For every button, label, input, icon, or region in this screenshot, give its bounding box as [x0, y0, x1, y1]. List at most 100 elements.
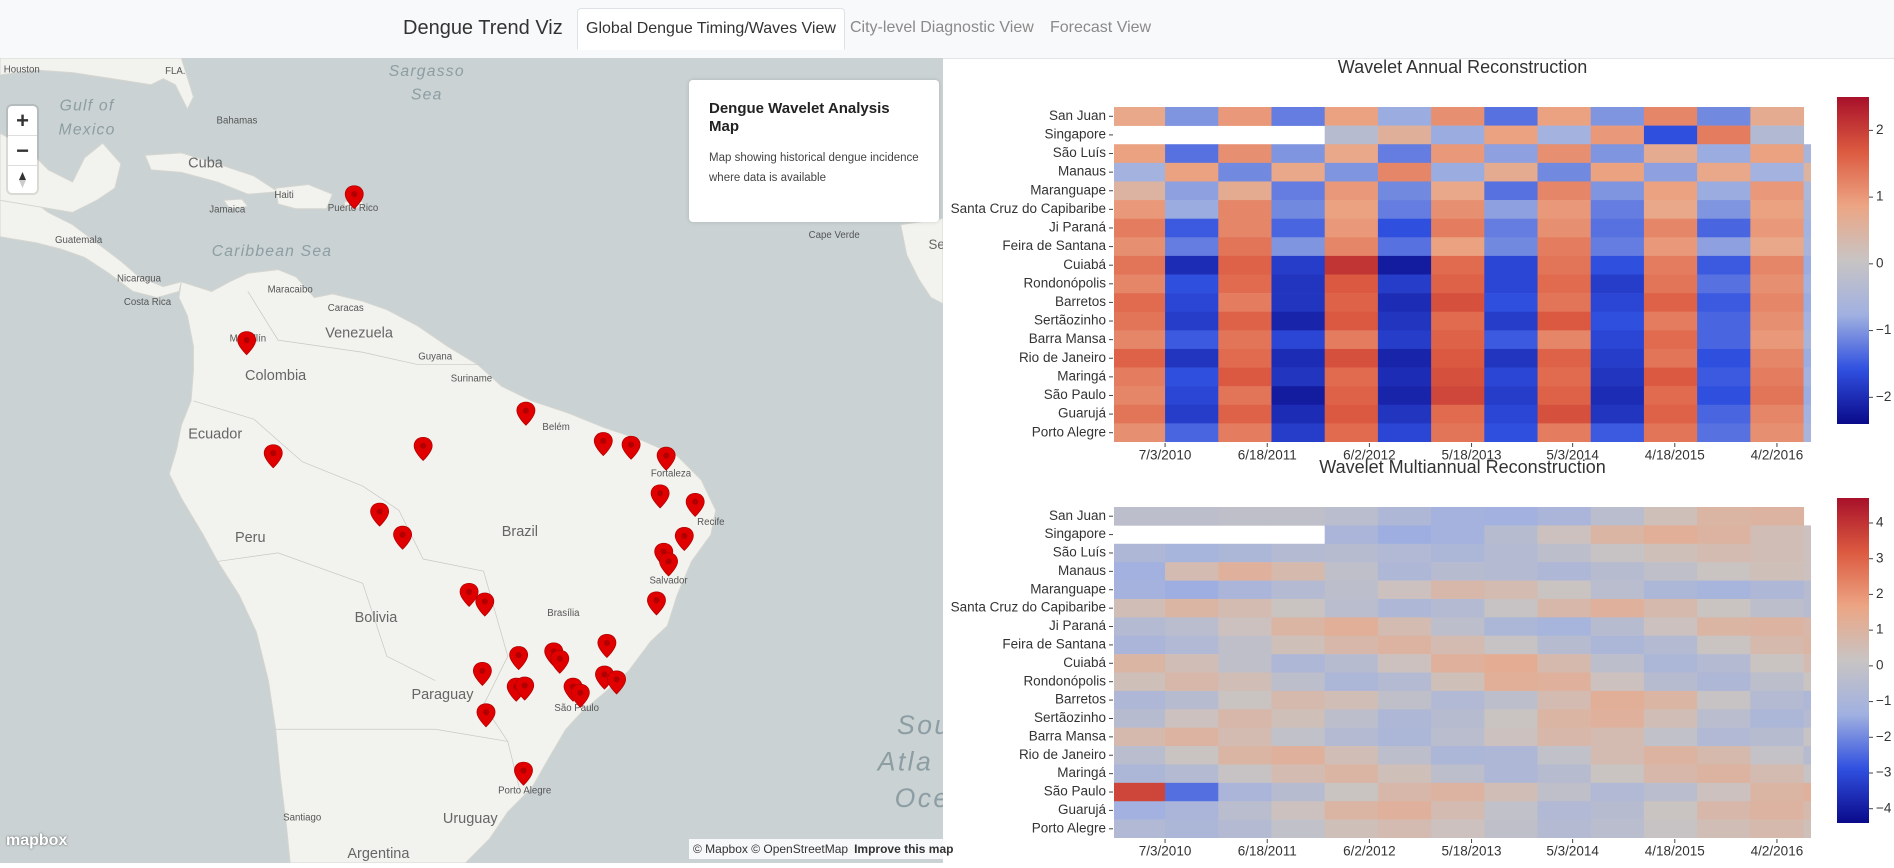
heatmap-cell	[1114, 330, 1166, 350]
improve-link[interactable]: Improve this map	[854, 842, 954, 856]
mapbox-logo[interactable]: mapbox	[6, 832, 68, 849]
heatmap-cell	[1271, 709, 1326, 728]
heatmap-cell	[1114, 709, 1166, 728]
compass[interactable]	[8, 166, 37, 194]
heatmap-cell	[1324, 274, 1379, 294]
heatmap-cell	[1484, 404, 1539, 424]
heatmap-cell	[1114, 218, 1166, 238]
heatmap-cell	[1271, 200, 1326, 219]
colorbar-tick-label: −1	[1876, 322, 1891, 337]
heatmap-cell	[1697, 311, 1751, 331]
place-label: Mexico	[59, 122, 116, 139]
y-tick-label: Ji Paraná	[1049, 618, 1107, 633]
heatmap-cell	[1431, 672, 1485, 692]
heatmap-cell	[1484, 330, 1539, 350]
x-tick-label: 4/18/2015	[1645, 844, 1705, 859]
heatmap-cell	[1590, 311, 1645, 331]
attribution-text[interactable]: © Mapbox © OpenStreetMap	[693, 842, 849, 856]
heatmap-cell	[1218, 367, 1272, 387]
heatmap-cell	[1590, 672, 1645, 692]
heatmap-cell	[1324, 200, 1379, 219]
heatmap-cell	[1114, 690, 1166, 710]
heatmap-cell	[1218, 311, 1272, 331]
heatmap-cell	[1114, 293, 1166, 313]
place-label: Belém	[542, 422, 569, 433]
heatmap-cell	[1643, 311, 1698, 331]
heatmap-cell	[1114, 255, 1166, 275]
heatmap-cell	[1271, 311, 1326, 331]
heatmap-cell	[1165, 562, 1219, 581]
heatmap-cell	[1750, 423, 1805, 442]
place-label: Atla	[876, 747, 933, 777]
y-tick-label: Maringá	[1057, 765, 1106, 780]
heatmap-cell	[1643, 654, 1698, 673]
place-label: Cuba	[188, 155, 224, 171]
map[interactable]: Houston FLA. Gulf of Mexico Sargasso Sea…	[0, 58, 943, 863]
heatmap-cell	[1271, 367, 1326, 387]
heatmap-cell	[1643, 525, 1698, 545]
heatmap-cell	[1484, 764, 1539, 784]
x-tick-label: 4/18/2015	[1645, 448, 1705, 463]
heatmap-cell	[1165, 801, 1219, 820]
heatmap-cell	[1431, 525, 1485, 545]
heatmap-cell	[1590, 125, 1645, 145]
y-tick-label: Santa Cruz do Capibaribe	[951, 600, 1106, 615]
heatmap-cell	[1697, 727, 1751, 747]
heatmap-cell	[1697, 617, 1751, 637]
heatmap-cell	[1484, 746, 1539, 765]
heatmap-cell	[1643, 727, 1698, 747]
heatmap-cell	[1643, 598, 1698, 618]
heatmap-cell	[1590, 654, 1645, 673]
colorbar-tick-label: 4	[1876, 515, 1884, 530]
heatmap-cell	[1218, 386, 1272, 406]
colorbar-tick-label: 1	[1876, 622, 1884, 637]
tab[interactable]: City-level Diagnostic View	[850, 19, 1034, 36]
heatmap-cell	[1218, 107, 1272, 126]
heatmap-cell	[1114, 348, 1166, 368]
heatmap-cell	[1218, 181, 1272, 201]
y-tick-label: Maringá	[1057, 368, 1106, 383]
heatmap-cell	[1697, 525, 1751, 545]
heatmap-cell	[1750, 543, 1805, 563]
zoom-out[interactable]: −	[8, 136, 37, 166]
heatmap-cell	[1431, 801, 1485, 820]
heatmap-cell	[1803, 181, 1811, 201]
heatmap-cell	[1377, 580, 1432, 600]
heatmap-cell	[1165, 727, 1219, 747]
tab[interactable]: Global Dengue Timing/Waves View	[577, 8, 845, 50]
tab[interactable]: Forecast View	[1050, 19, 1152, 36]
city-marker[interactable]	[606, 670, 627, 695]
colorbar-tick-label: 2	[1876, 586, 1884, 601]
heatmap-cell	[1537, 819, 1592, 838]
heatmap-cell	[1803, 386, 1811, 406]
heatmap-cell	[1324, 125, 1379, 145]
heatmap-cell	[1324, 727, 1379, 747]
heatmap-cell	[1484, 690, 1539, 710]
heatmap-cell	[1114, 181, 1166, 201]
heatmap-cell	[1537, 764, 1592, 784]
info-text: Map showing historical dengue incidence …	[709, 152, 919, 184]
heatmap-cell	[1750, 690, 1805, 710]
heatmap-cell	[1803, 218, 1811, 238]
heatmap-cell	[1324, 255, 1379, 275]
place-label: Porto Alegre	[498, 786, 551, 797]
heatmap-cell	[1431, 218, 1485, 238]
colorbar-tick-label: −1	[1876, 693, 1891, 708]
y-tick-label: São Paulo	[1044, 784, 1106, 799]
heatmap-cell	[1431, 746, 1485, 765]
heatmap-cell	[1271, 255, 1326, 275]
heatmap-cell	[1377, 293, 1432, 313]
heatmap-cell	[1165, 237, 1219, 257]
heatmap-cell	[1697, 672, 1751, 692]
heatmap-cell	[1750, 144, 1805, 164]
zoom-in[interactable]: +	[8, 106, 37, 136]
heatmap-cell	[1218, 727, 1272, 747]
heatmap-cell	[1697, 330, 1751, 350]
heatmap-cell	[1431, 144, 1485, 164]
place-label: Uruguay	[443, 811, 498, 827]
heatmap-cell	[1697, 654, 1751, 673]
brand[interactable]: Dengue Trend Viz	[403, 17, 563, 39]
heatmap-cell	[1324, 330, 1379, 350]
heatmap-cell	[1271, 562, 1326, 581]
heatmap-cell	[1114, 598, 1166, 618]
